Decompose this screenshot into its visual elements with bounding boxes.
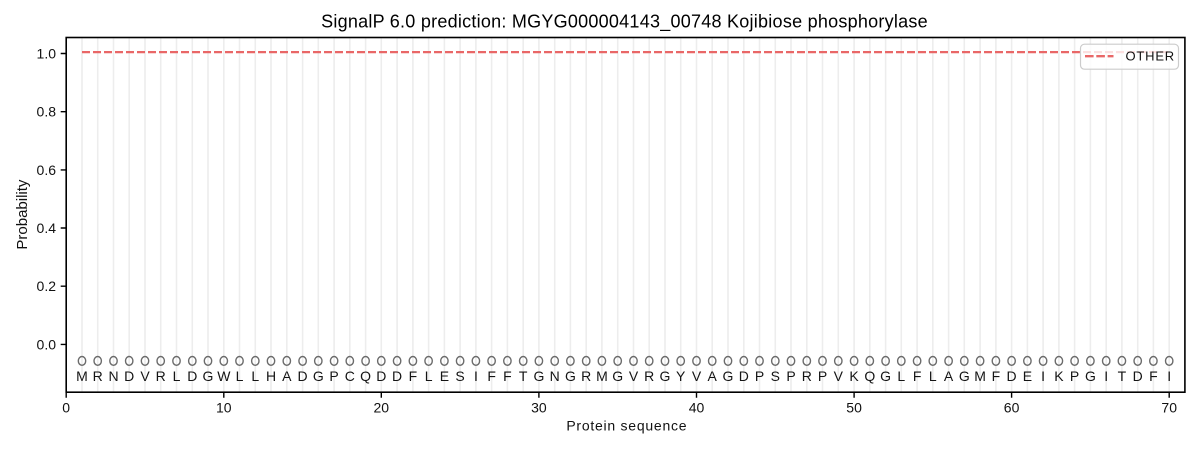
- svg-text:L: L: [251, 368, 259, 384]
- svg-text:R: R: [156, 368, 166, 384]
- svg-text:F: F: [487, 368, 496, 384]
- svg-text:E: E: [1023, 368, 1032, 384]
- svg-text:SignalP 6.0 prediction: MGYG00: SignalP 6.0 prediction: MGYG000004143_00…: [321, 12, 928, 33]
- svg-text:D: D: [187, 368, 197, 384]
- svg-text:T: T: [1118, 368, 1127, 384]
- svg-text:M: M: [76, 368, 88, 384]
- svg-text:Q: Q: [360, 368, 371, 384]
- svg-text:R: R: [802, 368, 812, 384]
- svg-text:S: S: [455, 368, 464, 384]
- svg-text:C: C: [345, 368, 355, 384]
- svg-text:W: W: [217, 368, 231, 384]
- svg-text:G: G: [959, 368, 970, 384]
- svg-text:T: T: [519, 368, 528, 384]
- svg-text:0.2: 0.2: [37, 278, 57, 294]
- svg-text:G: G: [1085, 368, 1096, 384]
- svg-text:60: 60: [1004, 399, 1020, 415]
- svg-text:D: D: [1007, 368, 1017, 384]
- svg-text:V: V: [629, 368, 639, 384]
- svg-text:G: G: [203, 368, 214, 384]
- svg-text:D: D: [376, 368, 386, 384]
- svg-text:L: L: [236, 368, 244, 384]
- svg-text:0.4: 0.4: [37, 220, 57, 236]
- svg-text:Q: Q: [864, 368, 875, 384]
- svg-text:F: F: [1149, 368, 1158, 384]
- svg-text:D: D: [392, 368, 402, 384]
- svg-text:0.6: 0.6: [37, 162, 57, 178]
- svg-text:R: R: [581, 368, 591, 384]
- svg-text:A: A: [282, 368, 292, 384]
- svg-text:G: G: [723, 368, 734, 384]
- svg-text:40: 40: [689, 399, 705, 415]
- svg-text:0.0: 0.0: [37, 336, 57, 352]
- svg-text:R: R: [644, 368, 654, 384]
- svg-text:L: L: [929, 368, 937, 384]
- svg-text:0: 0: [62, 399, 70, 415]
- svg-text:1.0: 1.0: [37, 46, 57, 62]
- svg-text:0.8: 0.8: [37, 104, 57, 120]
- svg-text:OTHER: OTHER: [1126, 49, 1176, 64]
- svg-text:N: N: [108, 368, 118, 384]
- svg-text:G: G: [660, 368, 671, 384]
- svg-text:V: V: [692, 368, 702, 384]
- svg-text:G: G: [565, 368, 576, 384]
- svg-text:E: E: [440, 368, 449, 384]
- svg-text:M: M: [974, 368, 986, 384]
- svg-text:Protein sequence: Protein sequence: [566, 417, 687, 433]
- svg-text:Probability: Probability: [14, 179, 31, 250]
- svg-text:70: 70: [1161, 399, 1177, 415]
- svg-text:F: F: [992, 368, 1001, 384]
- svg-text:I: I: [1104, 368, 1108, 384]
- svg-text:G: G: [533, 368, 544, 384]
- svg-text:D: D: [298, 368, 308, 384]
- svg-text:20: 20: [374, 399, 390, 415]
- svg-text:I: I: [1167, 368, 1171, 384]
- svg-text:P: P: [786, 368, 795, 384]
- svg-text:G: G: [880, 368, 891, 384]
- svg-text:R: R: [93, 368, 103, 384]
- svg-text:Y: Y: [676, 368, 686, 384]
- svg-text:I: I: [1041, 368, 1045, 384]
- svg-text:F: F: [913, 368, 922, 384]
- svg-text:L: L: [897, 368, 905, 384]
- svg-text:P: P: [1070, 368, 1079, 384]
- svg-text:G: G: [612, 368, 623, 384]
- svg-text:V: V: [140, 368, 150, 384]
- svg-text:G: G: [313, 368, 324, 384]
- svg-text:M: M: [596, 368, 608, 384]
- svg-text:P: P: [329, 368, 338, 384]
- svg-text:A: A: [708, 368, 718, 384]
- svg-text:D: D: [124, 368, 134, 384]
- svg-text:K: K: [1054, 368, 1064, 384]
- svg-text:10: 10: [216, 399, 232, 415]
- svg-text:I: I: [474, 368, 478, 384]
- svg-text:50: 50: [846, 399, 862, 415]
- svg-text:V: V: [834, 368, 844, 384]
- svg-text:D: D: [1133, 368, 1143, 384]
- svg-text:F: F: [503, 368, 512, 384]
- svg-text:F: F: [409, 368, 418, 384]
- svg-text:D: D: [739, 368, 749, 384]
- svg-text:L: L: [425, 368, 433, 384]
- svg-text:30: 30: [531, 399, 547, 415]
- svg-text:A: A: [944, 368, 954, 384]
- svg-text:P: P: [755, 368, 764, 384]
- svg-text:P: P: [818, 368, 827, 384]
- svg-text:H: H: [266, 368, 276, 384]
- svg-text:L: L: [173, 368, 181, 384]
- svg-text:N: N: [550, 368, 560, 384]
- svg-text:S: S: [771, 368, 780, 384]
- svg-text:K: K: [849, 368, 859, 384]
